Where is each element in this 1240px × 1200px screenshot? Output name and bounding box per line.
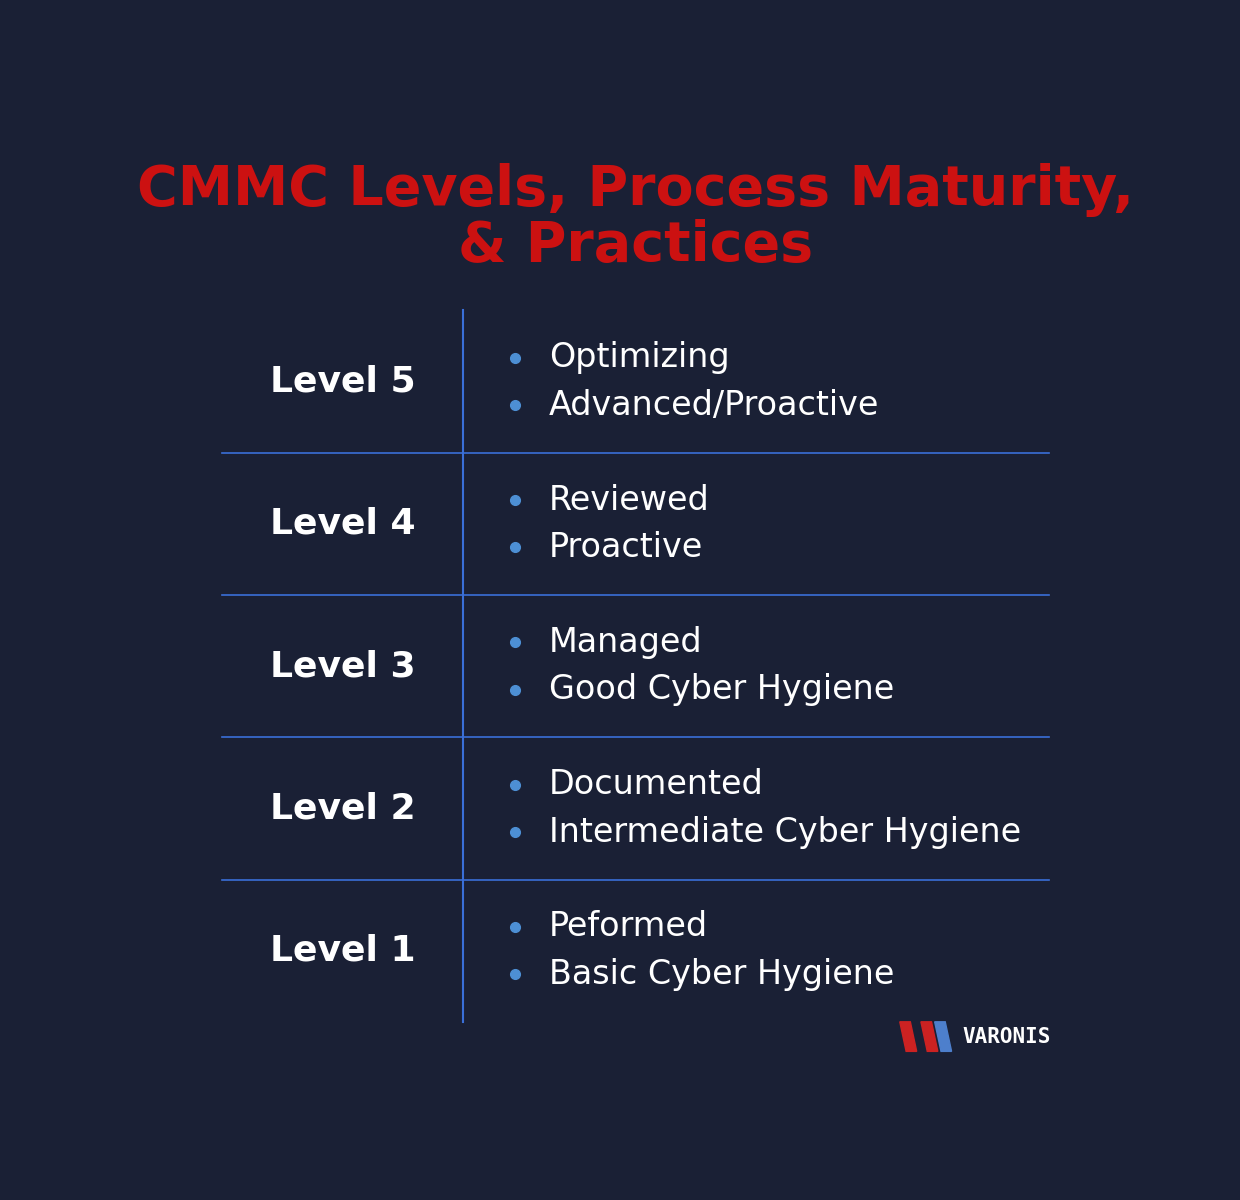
Text: Managed: Managed [549, 626, 703, 659]
Text: Advanced/Proactive: Advanced/Proactive [549, 389, 879, 421]
Text: Documented: Documented [549, 768, 764, 802]
Text: Level 1: Level 1 [269, 934, 415, 967]
Polygon shape [935, 1022, 951, 1051]
Polygon shape [900, 1022, 916, 1051]
Text: CMMC Levels, Process Maturity,: CMMC Levels, Process Maturity, [136, 163, 1135, 217]
Text: Good Cyber Hygiene: Good Cyber Hygiene [549, 673, 894, 707]
Text: Level 5: Level 5 [269, 365, 415, 398]
Text: VARONIS: VARONIS [962, 1026, 1050, 1046]
Text: Proactive: Proactive [549, 530, 703, 564]
Text: Peformed: Peformed [549, 911, 708, 943]
Text: Reviewed: Reviewed [549, 484, 709, 516]
Text: Level 2: Level 2 [269, 791, 415, 826]
Text: & Practices: & Practices [458, 218, 813, 272]
Text: Level 4: Level 4 [269, 506, 415, 541]
Text: Basic Cyber Hygiene: Basic Cyber Hygiene [549, 958, 894, 991]
Text: Intermediate Cyber Hygiene: Intermediate Cyber Hygiene [549, 816, 1021, 848]
Text: Level 3: Level 3 [269, 649, 415, 683]
Polygon shape [921, 1022, 937, 1051]
Text: Optimizing: Optimizing [549, 341, 729, 374]
